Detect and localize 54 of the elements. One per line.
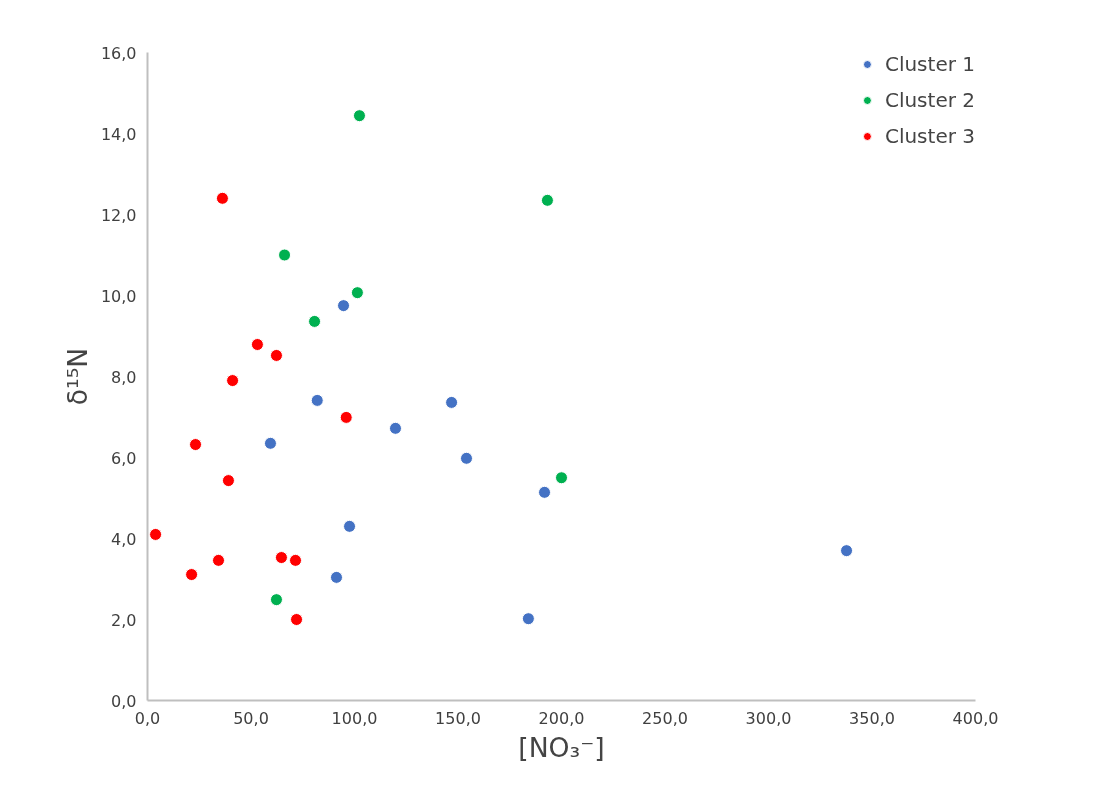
point — [269, 593, 283, 607]
x-tick-label: 400,0 — [952, 708, 999, 728]
point — [221, 474, 235, 488]
point — [521, 612, 535, 626]
legend-label: Cluster 1 — [884, 52, 975, 76]
point — [445, 395, 459, 409]
point — [540, 193, 554, 207]
y-tick-label: 14,0 — [100, 124, 137, 144]
legend-label: Cluster 2 — [884, 88, 975, 112]
y-axis-title: δ¹⁵N — [61, 347, 93, 406]
y-tick-label: 10,0 — [100, 286, 137, 306]
point — [840, 544, 854, 558]
x-tick-label: 50,0 — [233, 708, 269, 728]
point — [352, 109, 366, 123]
point — [350, 286, 364, 300]
point — [339, 410, 353, 424]
point — [329, 570, 343, 584]
point — [215, 191, 229, 205]
point — [388, 421, 402, 435]
point — [290, 613, 304, 626]
point — [308, 314, 322, 328]
point — [185, 568, 199, 582]
y-tick-label: 6,0 — [111, 448, 137, 468]
point — [226, 374, 240, 388]
point — [538, 485, 552, 499]
point — [149, 527, 163, 541]
point — [250, 338, 264, 351]
point — [278, 248, 292, 262]
point — [274, 551, 288, 565]
y-tick-label: 4,0 — [111, 529, 137, 549]
x-axis-title: [NO₃⁻] — [518, 731, 605, 763]
point — [263, 436, 277, 450]
y-tick-label: 8,0 — [111, 367, 137, 387]
y-tick-label: 0,0 — [111, 691, 137, 711]
x-tick-label: 300,0 — [745, 708, 792, 728]
point — [212, 553, 225, 567]
x-tick-label: 250,0 — [642, 708, 688, 728]
y-tick-label: 16,0 — [100, 43, 137, 63]
x-tick-label: 150,0 — [435, 708, 481, 728]
point — [189, 438, 203, 452]
point — [343, 519, 357, 533]
x-tick-label: 350,0 — [849, 708, 895, 728]
x-tick-label: 100,0 — [331, 708, 378, 728]
point — [289, 553, 303, 567]
x-tick-label: 0,0 — [134, 708, 161, 728]
legend-label: Cluster 3 — [884, 124, 975, 148]
point — [337, 299, 351, 313]
point — [310, 393, 324, 407]
point — [555, 471, 568, 485]
y-tick-label: 2,0 — [111, 610, 137, 630]
point — [269, 348, 283, 362]
point — [459, 451, 473, 465]
x-tick-label: 200,0 — [538, 708, 585, 728]
y-tick-label: 12,0 — [100, 205, 137, 225]
